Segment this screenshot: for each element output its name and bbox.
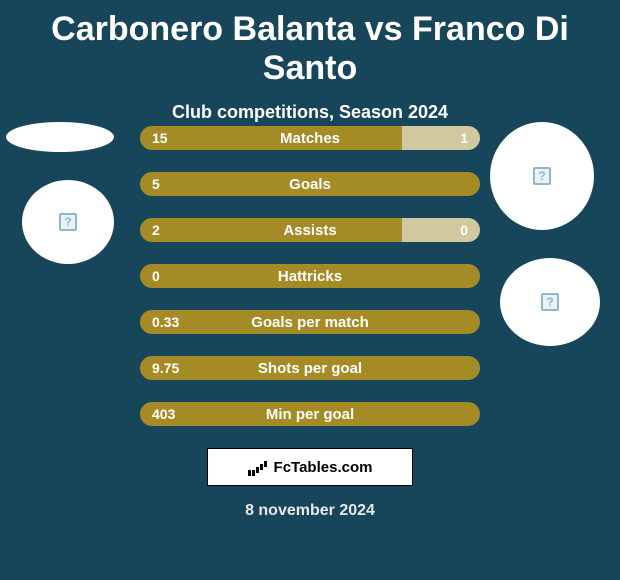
- bar-value-right: 1: [460, 126, 468, 150]
- player-right-placeholder-top: ?: [490, 122, 594, 230]
- bar-value-left: 403: [152, 402, 175, 426]
- bar-value-right: 0: [460, 218, 468, 242]
- bar-label: Min per goal: [140, 402, 480, 426]
- bar-value-left: 0.33: [152, 310, 179, 334]
- footer-date: 8 november 2024: [0, 502, 620, 520]
- page-subtitle: Club competitions, Season 2024: [0, 102, 620, 123]
- page-title: Carbonero Balanta vs Franco Di Santo: [0, 0, 620, 88]
- footer-brand-logo: FcTables.com: [207, 448, 413, 486]
- bar-value-left: 0: [152, 264, 160, 288]
- bar-row-hattricks: 0 Hattricks: [140, 264, 480, 288]
- player-left-placeholder: ?: [22, 180, 114, 264]
- shape-ellipse-top-left: [6, 122, 114, 152]
- player-right-placeholder-bottom: ?: [500, 258, 600, 346]
- bar-value-left: 2: [152, 218, 160, 242]
- bar-row-shots-per-goal: 9.75 Shots per goal: [140, 356, 480, 380]
- bar-row-assists: 2 Assists 0: [140, 218, 480, 242]
- bar-label: Goals: [140, 172, 480, 196]
- bar-label: Shots per goal: [140, 356, 480, 380]
- bar-row-min-per-goal: 403 Min per goal: [140, 402, 480, 426]
- footer-brand-text: FcTables.com: [274, 459, 373, 476]
- bar-row-goals-per-match: 0.33 Goals per match: [140, 310, 480, 334]
- bar-value-left: 5: [152, 172, 160, 196]
- bar-label: Hattricks: [140, 264, 480, 288]
- bar-chart-icon: [248, 458, 270, 476]
- comparison-bars: 15 Matches 1 5 Goals 2 Assists 0 0 Hattr…: [140, 126, 480, 448]
- bar-fill-right: [402, 126, 480, 150]
- bar-value-left: 9.75: [152, 356, 179, 380]
- image-placeholder-icon: ?: [541, 293, 559, 311]
- bar-row-goals: 5 Goals: [140, 172, 480, 196]
- bar-value-left: 15: [152, 126, 168, 150]
- image-placeholder-icon: ?: [533, 167, 551, 185]
- bar-fill-right: [402, 218, 480, 242]
- image-placeholder-icon: ?: [59, 213, 77, 231]
- bar-row-matches: 15 Matches 1: [140, 126, 480, 150]
- bar-label: Goals per match: [140, 310, 480, 334]
